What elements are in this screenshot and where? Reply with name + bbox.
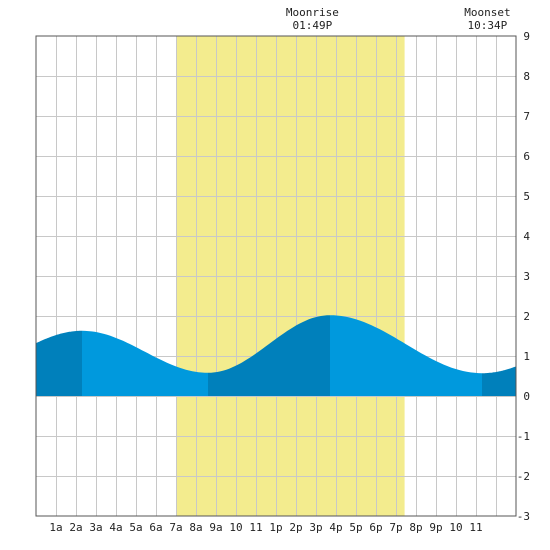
x-tick-label: 11 — [469, 521, 482, 534]
y-tick-label: -2 — [517, 470, 530, 483]
y-tick-label: 1 — [523, 350, 530, 363]
x-tick-label: 6p — [369, 521, 382, 534]
x-tick-label: 7a — [169, 521, 182, 534]
x-tick-label: 4p — [329, 521, 342, 534]
x-tick-labels: 1a 2a 3a 4a 5a 6a 7a 8a 9a 10 11 1p 2p 3p 4p 5p 6p 7p 8p 9p… — [49, 521, 482, 534]
y-tick-labels: -3 -2 -1 0 1 2 3 4 5 6 7 8 9 — [517, 30, 531, 523]
y-tick-label: 2 — [523, 310, 530, 323]
x-tick-label: 5p — [349, 521, 362, 534]
y-tick-label: 0 — [523, 390, 530, 403]
plot-frame — [35, 35, 517, 517]
x-tick-label: 9p — [429, 521, 442, 534]
y-tick-label: -1 — [517, 430, 530, 443]
tide-area-rising — [208, 315, 330, 396]
annotation-label: Moonset — [464, 6, 510, 19]
y-tick-label: 7 — [523, 110, 530, 123]
x-tick-label: 3a — [89, 521, 102, 534]
annotation-label: Moonrise — [286, 6, 339, 19]
x-tick-label: 10 — [229, 521, 242, 534]
annotation-time: 01:49P — [293, 19, 333, 32]
y-tick-label: 9 — [523, 30, 530, 43]
tide-area-falling — [330, 315, 482, 396]
x-tick-label: 2p — [289, 521, 302, 534]
y-tick-label: -3 — [517, 510, 530, 523]
x-tick-label: 2a — [69, 521, 82, 534]
tide-area-falling — [82, 330, 208, 396]
tide-area-rising — [482, 366, 516, 396]
x-tick-label: 8a — [189, 521, 202, 534]
x-tick-label: 1p — [269, 521, 282, 534]
tide-area-layer — [36, 315, 516, 396]
y-tick-label: 6 — [523, 150, 530, 163]
x-tick-label: 7p — [389, 521, 402, 534]
x-tick-label: 3p — [309, 521, 322, 534]
x-tick-label: 11 — [249, 521, 262, 534]
y-tick-label: 8 — [523, 70, 530, 83]
y-tick-label: 4 — [523, 230, 530, 243]
x-tick-label: 10 — [449, 521, 462, 534]
x-tick-label: 9a — [209, 521, 222, 534]
grid-layer — [36, 36, 516, 516]
y-tick-label: 3 — [523, 270, 530, 283]
x-tick-label: 4a — [109, 521, 122, 534]
x-tick-label: 8p — [409, 521, 422, 534]
x-tick-label: 1a — [49, 521, 62, 534]
x-tick-label: 5a — [129, 521, 142, 534]
tide-area-rising — [36, 330, 82, 396]
y-tick-label: 5 — [523, 190, 530, 203]
x-tick-label: 6a — [149, 521, 162, 534]
annotation-time: 10:34P — [468, 19, 508, 32]
